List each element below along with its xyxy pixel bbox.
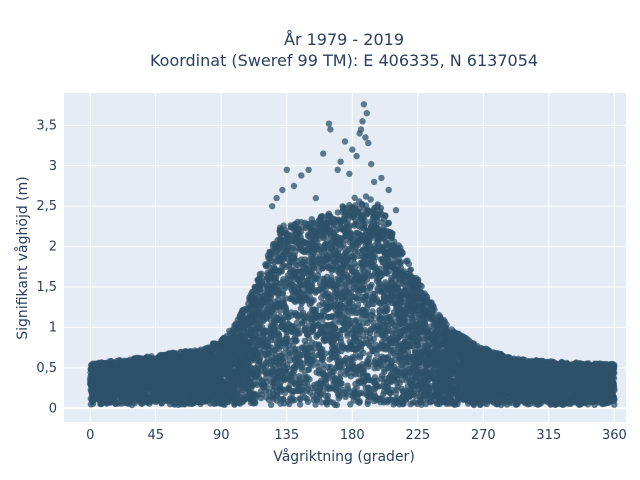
data-point xyxy=(433,400,441,407)
data-point xyxy=(304,366,312,373)
data-point xyxy=(362,193,370,200)
data-point xyxy=(351,194,358,201)
data-point xyxy=(298,256,305,263)
data-point xyxy=(405,366,413,373)
data-point xyxy=(367,196,374,203)
data-point xyxy=(347,401,354,408)
data-point xyxy=(294,262,301,269)
data-point xyxy=(320,361,327,368)
data-points xyxy=(87,101,618,409)
data-point xyxy=(341,281,348,289)
data-point xyxy=(326,356,333,363)
data-point xyxy=(267,401,275,408)
data-point xyxy=(279,263,286,270)
data-point xyxy=(353,263,360,270)
data-point xyxy=(316,302,323,309)
data-point xyxy=(356,399,363,406)
data-point xyxy=(296,395,304,402)
data-point xyxy=(302,224,309,232)
